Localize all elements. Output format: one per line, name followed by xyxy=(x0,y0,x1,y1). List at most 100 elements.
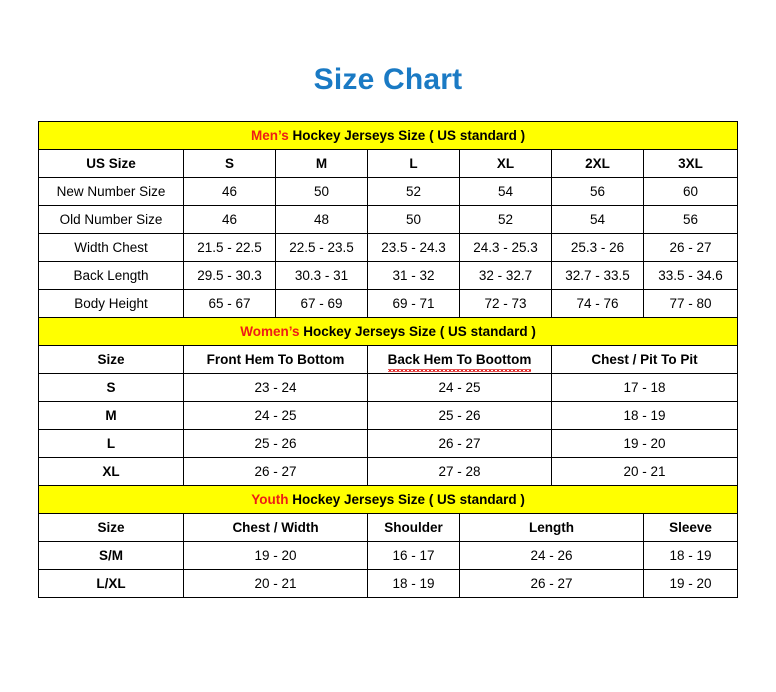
table-row: Back Length 29.5 - 30.3 30.3 - 31 31 - 32 32… xyxy=(38,261,739,290)
cell-mens-2-4: 25.3 - 26 xyxy=(551,233,644,262)
section-banner-text-youth: Hockey Jerseys Size ( US standard ) xyxy=(288,492,525,507)
cell-mens-3-4: 32.7 - 33.5 xyxy=(551,261,644,290)
section-banner-accent-womens: Women’s xyxy=(240,324,300,339)
page-title: Size Chart xyxy=(313,63,463,96)
cell-mens-3-3: 32 - 32.7 xyxy=(459,261,552,290)
row-label-youth-0: S/M xyxy=(38,541,184,570)
cell-mens-0-1: 50 xyxy=(275,177,368,206)
row-label-womens-0: S xyxy=(38,373,184,402)
column-header-youth-3: Length xyxy=(459,513,644,542)
column-header-row-youth: Size Chest / Width Shoulder Length Sleeve xyxy=(38,513,739,542)
table-row: L/XL 20 - 21 18 - 19 26 - 27 19 - 20 xyxy=(38,569,739,598)
column-header-mens-1: S xyxy=(183,149,276,178)
column-header-row-womens: Size Front Hem To Bottom Back Hem To Boott… xyxy=(38,345,739,374)
cell-mens-2-3: 24.3 - 25.3 xyxy=(459,233,552,262)
cell-youth-1-3: 19 - 20 xyxy=(642,569,739,598)
column-header-womens-3: Chest / Pit To Pit xyxy=(550,345,739,374)
row-label-womens-1: M xyxy=(38,401,184,430)
cell-youth-0-3: 18 - 19 xyxy=(642,541,739,570)
cell-youth-1-0: 20 - 21 xyxy=(183,569,368,598)
size-chart-body: Men’s Hockey Jerseys Size ( US standard … xyxy=(37,121,739,598)
cell-mens-2-0: 21.5 - 22.5 xyxy=(183,233,276,262)
cell-womens-3-0: 26 - 27 xyxy=(183,457,368,486)
cell-mens-1-0: 46 xyxy=(183,205,276,234)
spellcheck-underline: Back Hem To Boottom xyxy=(387,347,531,373)
cell-womens-3-1: 27 - 28 xyxy=(367,457,552,486)
column-header-row-mens: US Size S M L XL 2XL 3XL xyxy=(38,149,739,178)
column-header-mens-6: 3XL xyxy=(642,149,739,178)
section-banner-text-womens: Hockey Jerseys Size ( US standard ) xyxy=(299,324,536,339)
section-banner-accent-mens: Men’s xyxy=(250,128,289,143)
cell-youth-1-2: 26 - 27 xyxy=(459,569,644,598)
section-banner-accent-youth: Youth xyxy=(251,492,289,507)
column-header-womens-2: Back Hem To Boottom xyxy=(367,345,552,374)
cell-youth-1-1: 18 - 19 xyxy=(367,569,460,598)
table-row: Body Height 65 - 67 67 - 69 69 - 71 72 - 73 7… xyxy=(38,289,739,318)
cell-mens-4-3: 72 - 73 xyxy=(459,289,552,318)
table-row: L 25 - 26 26 - 27 19 - 20 xyxy=(38,429,739,458)
cell-mens-1-1: 48 xyxy=(275,205,368,234)
cell-mens-3-1: 30.3 - 31 xyxy=(275,261,368,290)
cell-youth-0-1: 16 - 17 xyxy=(367,541,460,570)
table-row: Old Number Size 46 48 50 52 54 56 xyxy=(38,205,739,234)
column-header-mens-5: 2XL xyxy=(551,149,644,178)
row-label-mens-2: Width Chest xyxy=(38,233,184,262)
cell-mens-3-0: 29.5 - 30.3 xyxy=(183,261,276,290)
cell-mens-1-3: 52 xyxy=(459,205,552,234)
size-chart-table-container: Men’s Hockey Jerseys Size ( US standard … xyxy=(37,121,739,598)
cell-mens-0-4: 56 xyxy=(551,177,644,206)
cell-mens-1-4: 54 xyxy=(551,205,644,234)
table-row: M 24 - 25 25 - 26 18 - 19 xyxy=(38,401,739,430)
column-header-mens-4: XL xyxy=(459,149,552,178)
cell-mens-2-5: 26 - 27 xyxy=(642,233,739,262)
cell-womens-1-2: 18 - 19 xyxy=(550,401,739,430)
cell-mens-4-2: 69 - 71 xyxy=(367,289,460,318)
column-header-youth-2: Shoulder xyxy=(367,513,460,542)
section-banner-row-youth: Youth Hockey Jerseys Size ( US standard … xyxy=(37,485,739,514)
section-banner-youth: Youth Hockey Jerseys Size ( US standard … xyxy=(37,485,739,514)
cell-mens-1-2: 50 xyxy=(367,205,460,234)
cell-youth-0-2: 24 - 26 xyxy=(459,541,644,570)
cell-womens-2-0: 25 - 26 xyxy=(183,429,368,458)
cell-mens-0-3: 54 xyxy=(459,177,552,206)
cell-mens-2-1: 22.5 - 23.5 xyxy=(275,233,368,262)
cell-womens-3-2: 20 - 21 xyxy=(550,457,739,486)
row-label-mens-4: Body Height xyxy=(38,289,184,318)
section-banner-text-mens: Hockey Jerseys Size ( US standard ) xyxy=(288,128,526,143)
column-header-youth-1: Chest / Width xyxy=(183,513,368,542)
cell-womens-2-1: 26 - 27 xyxy=(367,429,552,458)
row-label-mens-0: New Number Size xyxy=(38,177,184,206)
cell-mens-2-2: 23.5 - 24.3 xyxy=(367,233,460,262)
cell-mens-3-2: 31 - 32 xyxy=(367,261,460,290)
cell-womens-0-0: 23 - 24 xyxy=(183,373,368,402)
row-label-youth-1: L/XL xyxy=(38,569,184,598)
cell-mens-0-5: 60 xyxy=(642,177,739,206)
size-chart-table: Men’s Hockey Jerseys Size ( US standard … xyxy=(37,121,739,598)
cell-womens-0-2: 17 - 18 xyxy=(550,373,739,402)
column-header-mens-0: US Size xyxy=(38,149,184,178)
column-header-mens-2: M xyxy=(275,149,368,178)
column-header-youth-0: Size xyxy=(38,513,184,542)
column-header-womens-1: Front Hem To Bottom xyxy=(183,345,368,374)
cell-mens-4-4: 74 - 76 xyxy=(551,289,644,318)
column-header-mens-3: L xyxy=(367,149,460,178)
column-header-womens-0: Size xyxy=(38,345,184,374)
section-banner-row-womens: Women’s Hockey Jerseys Size ( US standar… xyxy=(37,317,739,346)
column-header-youth-4: Sleeve xyxy=(642,513,739,542)
table-row: S/M 19 - 20 16 - 17 24 - 26 18 - 19 xyxy=(38,541,739,570)
section-banner-mens: Men’s Hockey Jerseys Size ( US standard … xyxy=(37,121,739,150)
table-row: Width Chest 21.5 - 22.5 22.5 - 23.5 23.5 - … xyxy=(38,233,739,262)
cell-mens-4-1: 67 - 69 xyxy=(275,289,368,318)
cell-mens-3-5: 33.5 - 34.6 xyxy=(642,261,739,290)
cell-mens-0-0: 46 xyxy=(183,177,276,206)
cell-womens-1-0: 24 - 25 xyxy=(183,401,368,430)
row-label-mens-3: Back Length xyxy=(38,261,184,290)
section-banner-womens: Women’s Hockey Jerseys Size ( US standar… xyxy=(37,317,739,346)
cell-womens-0-1: 24 - 25 xyxy=(367,373,552,402)
table-row: New Number Size 46 50 52 54 56 60 xyxy=(38,177,739,206)
cell-mens-1-5: 56 xyxy=(642,205,739,234)
cell-womens-2-2: 19 - 20 xyxy=(550,429,739,458)
cell-youth-0-0: 19 - 20 xyxy=(183,541,368,570)
table-row: S 23 - 24 24 - 25 17 - 18 xyxy=(38,373,739,402)
